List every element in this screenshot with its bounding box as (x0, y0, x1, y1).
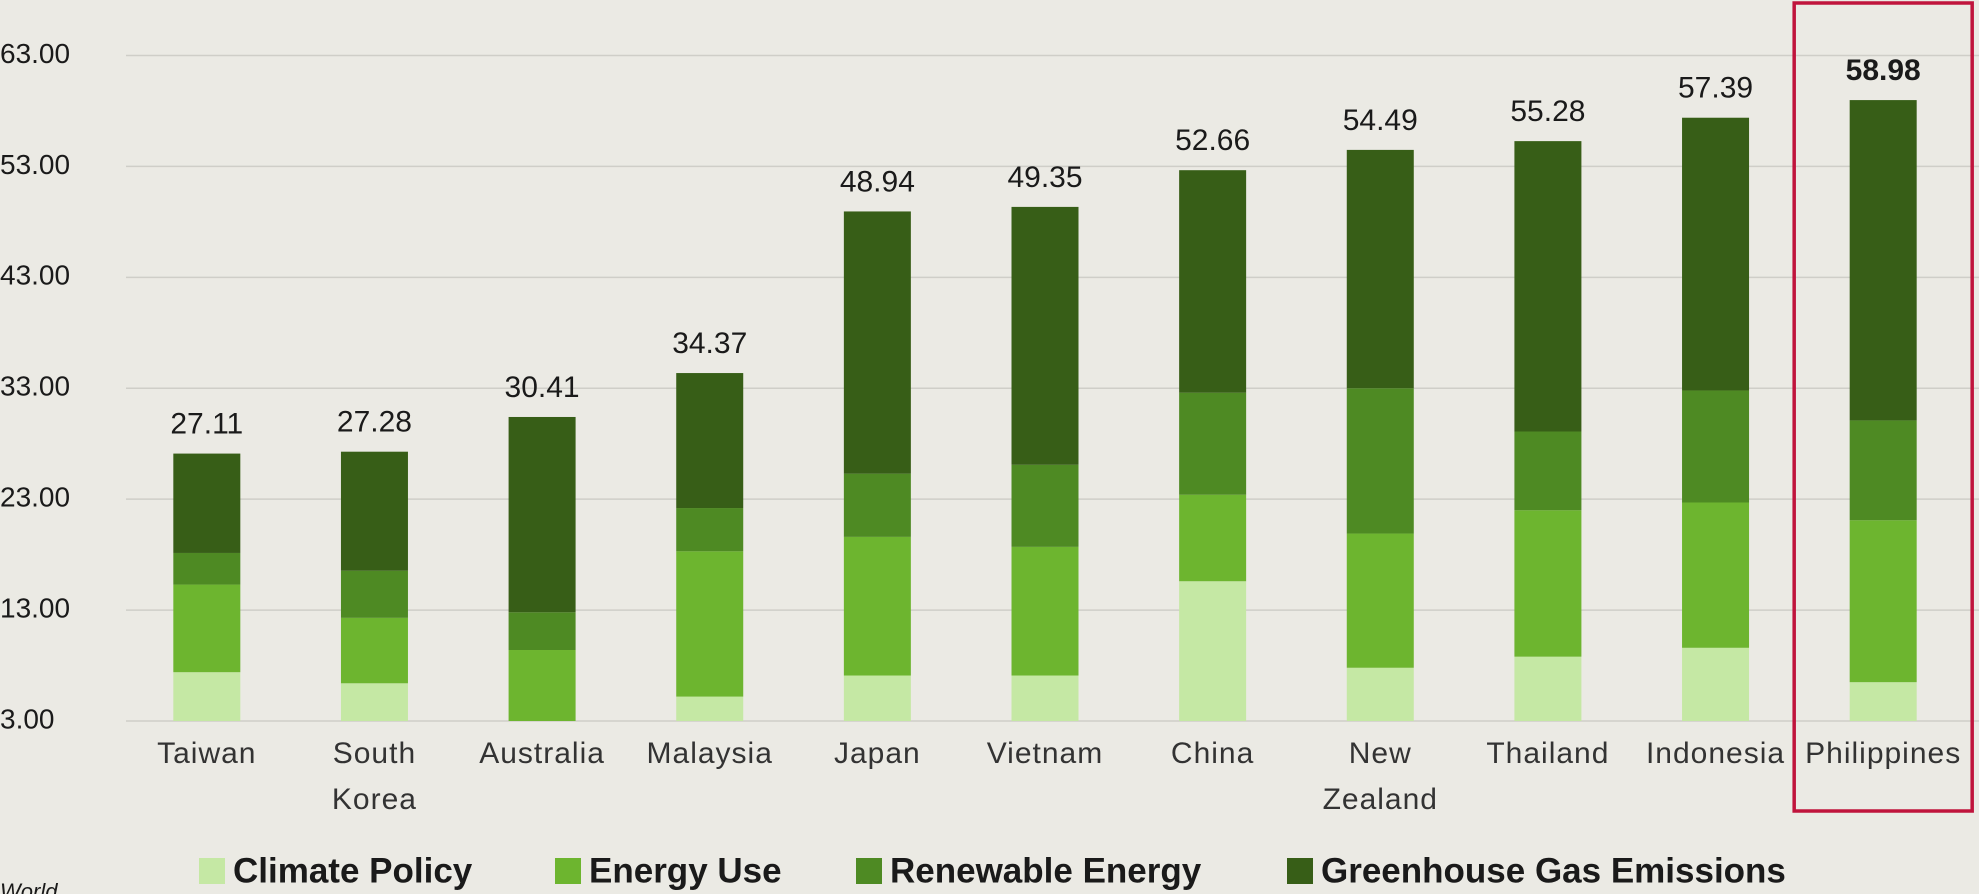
total-label: 34.37 (672, 327, 747, 360)
bar-segment (340, 683, 408, 721)
legend-swatch (199, 858, 225, 884)
bar-segment (843, 473, 911, 537)
legend-swatch (856, 858, 882, 884)
total-label: 57.39 (1678, 72, 1753, 105)
category: South Korea (331, 737, 417, 816)
bar-segment (1682, 502, 1750, 648)
category: Australia (479, 737, 605, 770)
bar-segment (1346, 533, 1414, 668)
x-tick-label: New Zealand (1296, 731, 1464, 823)
category: Japan (833, 737, 921, 770)
total-label: 30.41 (505, 371, 580, 404)
bar-segment (1179, 392, 1247, 495)
bar-segment (508, 416, 576, 613)
total-label: 27.28 (337, 406, 412, 439)
category: New Zealand (1322, 737, 1438, 816)
category: Vietnam (986, 737, 1104, 770)
x-tick-label: Philippines (1799, 731, 1967, 777)
x-tick-label: Taiwan (123, 731, 291, 777)
y-tick-label: 43.00 (0, 260, 70, 291)
x-tick-label: Australia (458, 731, 626, 777)
bar-segment (1514, 431, 1582, 511)
total-label: 27.11 (170, 408, 243, 441)
bar-segment (676, 508, 744, 552)
y-tick-label: 13.00 (0, 592, 70, 623)
category: Indonesia (1645, 737, 1786, 770)
bar-segment (340, 570, 408, 618)
bar-segment (173, 453, 241, 553)
bar-segment (676, 551, 744, 697)
highlight-box (1792, 1, 1974, 813)
total-label: 48.94 (840, 165, 915, 198)
x-tick-label: China (1129, 731, 1297, 777)
y-tick-label: 3.00 (0, 703, 55, 734)
bar-segment (1011, 464, 1079, 547)
legend-swatch (555, 858, 581, 884)
legend-label: Renewable Energy (890, 851, 1202, 890)
total-label: 54.49 (1343, 104, 1418, 137)
category: Taiwan (157, 737, 257, 770)
bar-segment (1682, 390, 1750, 503)
bar-segment (340, 617, 408, 684)
category: Thailand (1486, 737, 1610, 770)
bar-segment (1346, 149, 1414, 389)
bar-segment (676, 696, 744, 721)
bar-segment (1849, 520, 1917, 683)
legend-label: Energy Use (589, 851, 782, 890)
bar-segment (1346, 388, 1414, 534)
x-tick-label: Vietnam (961, 731, 1129, 777)
bar-segment (676, 373, 744, 509)
bar-segment (173, 672, 241, 721)
bar-segment (1849, 100, 1917, 421)
legend-label: Greenhouse Gas Emissions (1321, 851, 1786, 890)
bar-segment (1682, 117, 1750, 391)
y-tick-label: 63.00 (0, 38, 70, 69)
x-tick-label: Malaysia (626, 731, 794, 777)
bar-segment (173, 552, 241, 585)
y-tick-label: 23.00 (0, 482, 70, 513)
total-label: 49.35 (1007, 161, 1082, 194)
bar-segment (1179, 494, 1247, 582)
bar-segment (1011, 206, 1079, 465)
bar-segment (843, 675, 911, 721)
y-tick-label: 53.00 (0, 149, 70, 180)
category: China (1170, 737, 1255, 770)
bar-segment (340, 451, 408, 571)
category: Philippines (1805, 737, 1962, 770)
bar-segment (1179, 581, 1247, 721)
bar-segment (1179, 170, 1247, 393)
bar-segment (1514, 141, 1582, 432)
bar-segment (1849, 682, 1917, 721)
legend-label: Climate Policy (233, 851, 473, 890)
bar-segment (1514, 656, 1582, 721)
x-tick-label: Japan (794, 731, 962, 777)
bar-segment (843, 536, 911, 676)
bar-segment (1011, 675, 1079, 721)
bar-segment (508, 612, 576, 651)
bar-segment (1346, 667, 1414, 721)
category: Malaysia (646, 737, 773, 770)
bar-segment (1011, 546, 1079, 676)
bar-segment (843, 211, 911, 474)
bar-segment (1514, 510, 1582, 657)
legend-swatch (1287, 858, 1313, 884)
total-label: 55.28 (1510, 95, 1585, 128)
bar-segment (1849, 420, 1917, 521)
x-tick-label: Thailand (1464, 731, 1632, 777)
source-note: World (0, 879, 58, 894)
x-tick-label: South Korea (291, 731, 459, 823)
bar-segment (173, 584, 241, 673)
total-label: 52.66 (1175, 124, 1250, 157)
bar-segment (1682, 647, 1750, 721)
y-tick-label: 33.00 (0, 371, 70, 402)
x-tick-label: Indonesia (1632, 731, 1800, 777)
bar-segment (508, 650, 576, 721)
total-label: 58.98 (1846, 54, 1921, 87)
